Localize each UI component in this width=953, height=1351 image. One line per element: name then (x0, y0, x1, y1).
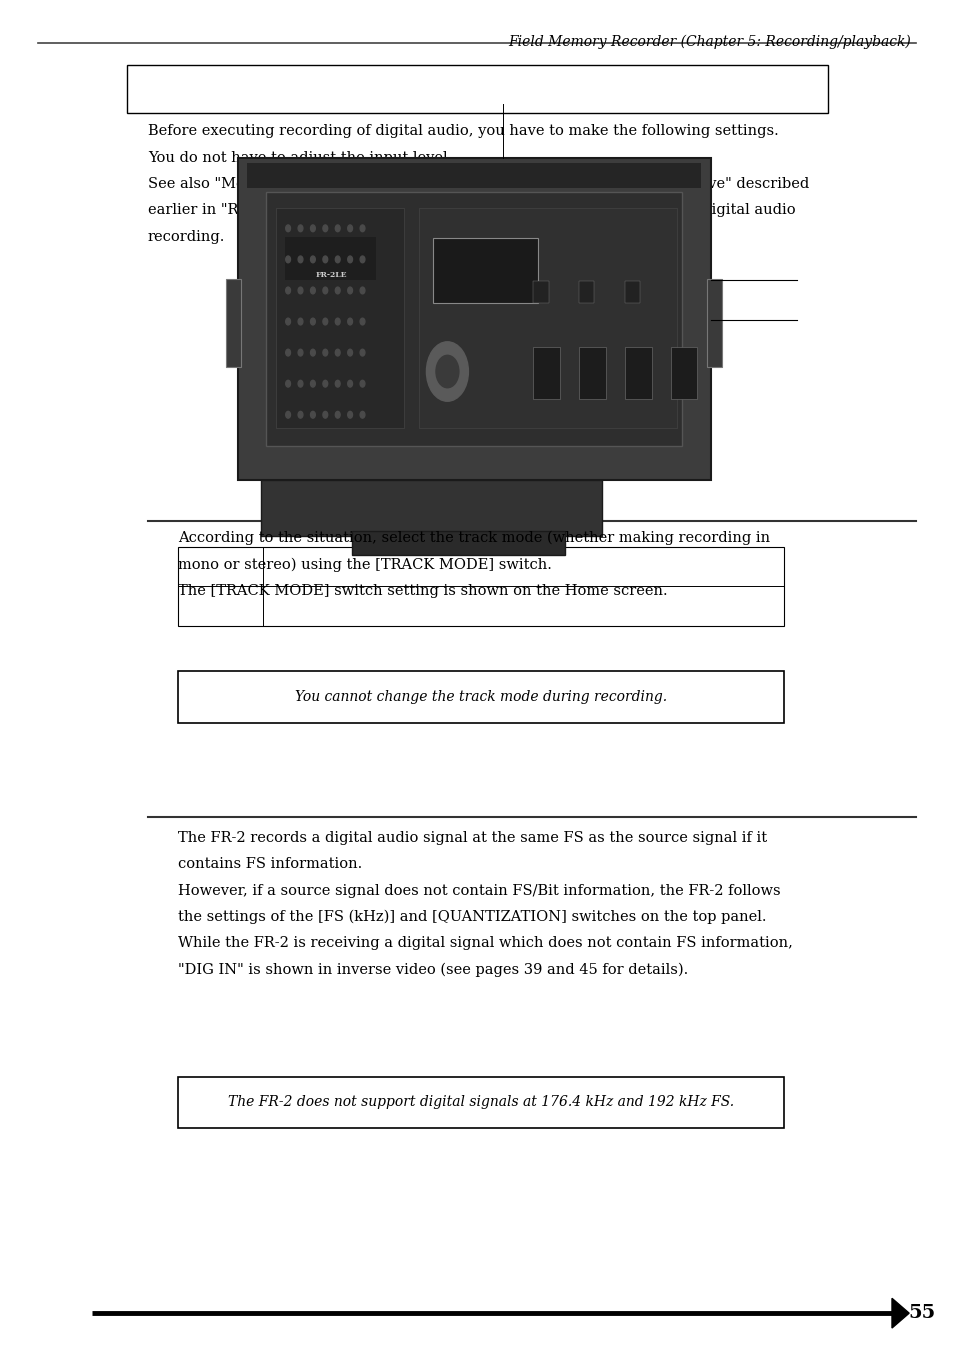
Text: The [TRACK MODE] switch setting is shown on the Home screen.: The [TRACK MODE] switch setting is shown… (178, 584, 667, 597)
Circle shape (335, 255, 339, 262)
Bar (261, 480, 601, 536)
Bar (127, 65, 827, 113)
Circle shape (311, 380, 314, 386)
Circle shape (347, 255, 352, 262)
Circle shape (347, 411, 352, 419)
Text: While the FR-2 is receiving a digital signal which does not contain FS informati: While the FR-2 is receiving a digital si… (178, 936, 793, 950)
Circle shape (322, 319, 327, 326)
Circle shape (286, 349, 290, 355)
Circle shape (286, 286, 290, 295)
Text: contains FS information.: contains FS information. (178, 858, 362, 871)
Circle shape (335, 224, 339, 232)
Circle shape (360, 286, 364, 295)
Bar (706, 280, 721, 367)
Bar (237, 158, 710, 480)
Circle shape (311, 255, 314, 262)
Text: You cannot change the track mode during recording.: You cannot change the track mode during … (294, 690, 667, 704)
Circle shape (311, 224, 314, 232)
Circle shape (297, 255, 303, 262)
Text: earlier in "Recording analog audio". The description can be applied to the digit: earlier in "Recording analog audio". The… (148, 203, 795, 218)
Text: However, if a source signal does not contain FS/Bit information, the FR-2 follow: However, if a source signal does not con… (178, 884, 781, 897)
Circle shape (360, 255, 364, 262)
Text: 55: 55 (907, 1304, 935, 1323)
Bar (533, 347, 559, 399)
Circle shape (360, 411, 364, 419)
Circle shape (297, 349, 303, 355)
Circle shape (311, 286, 314, 295)
Circle shape (360, 319, 364, 326)
Circle shape (436, 355, 458, 388)
Circle shape (360, 349, 364, 355)
Bar (624, 347, 651, 399)
Circle shape (322, 224, 327, 232)
Bar (624, 281, 639, 303)
Text: You do not have to adjust the input level.: You do not have to adjust the input leve… (148, 150, 452, 165)
Text: the settings of the [FS (kHz)] and [QUANTIZATION] switches on the top panel.: the settings of the [FS (kHz)] and [QUAN… (178, 911, 766, 924)
Circle shape (360, 380, 364, 386)
Circle shape (286, 319, 290, 326)
Circle shape (322, 286, 327, 295)
Text: Field Memory Recorder (Chapter 5: Recording/playback): Field Memory Recorder (Chapter 5: Record… (508, 34, 910, 49)
Circle shape (335, 411, 339, 419)
Circle shape (286, 380, 290, 386)
Circle shape (335, 380, 339, 386)
Circle shape (322, 380, 327, 386)
Bar (275, 208, 404, 428)
Circle shape (322, 255, 327, 262)
Text: "DIG IN" is shown in inverse video (see pages 39 and 45 for details).: "DIG IN" is shown in inverse video (see … (178, 962, 688, 977)
Bar (418, 208, 677, 428)
Circle shape (297, 224, 303, 232)
Circle shape (311, 319, 314, 326)
Circle shape (335, 319, 339, 326)
Circle shape (311, 411, 314, 419)
Circle shape (347, 224, 352, 232)
Bar (533, 281, 548, 303)
FancyArrow shape (891, 1298, 908, 1328)
Bar (578, 347, 605, 399)
Circle shape (322, 349, 327, 355)
Circle shape (335, 286, 339, 295)
Circle shape (335, 349, 339, 355)
Bar (285, 236, 375, 280)
Circle shape (297, 380, 303, 386)
Circle shape (347, 286, 352, 295)
Circle shape (297, 319, 303, 326)
Circle shape (286, 255, 290, 262)
Text: The FR-2 records a digital audio signal at the same FS as the source signal if i: The FR-2 records a digital audio signal … (178, 831, 767, 844)
Circle shape (297, 411, 303, 419)
Bar (178, 1077, 783, 1128)
Circle shape (286, 224, 290, 232)
Circle shape (347, 319, 352, 326)
Bar (226, 280, 241, 367)
Text: Before executing recording of digital audio, you have to make the following sett: Before executing recording of digital au… (148, 124, 778, 138)
Circle shape (322, 411, 327, 419)
Text: FR-2LE: FR-2LE (314, 272, 347, 280)
Circle shape (360, 224, 364, 232)
Text: The FR-2 does not support digital signals at 176.4 kHz and 192 kHz FS.: The FR-2 does not support digital signal… (228, 1096, 734, 1109)
Bar (670, 347, 697, 399)
Bar (178, 671, 783, 723)
Bar (578, 281, 594, 303)
Circle shape (426, 342, 468, 401)
Circle shape (297, 286, 303, 295)
Circle shape (347, 349, 352, 355)
Circle shape (347, 380, 352, 386)
Text: mono or stereo) using the [TRACK MODE] switch.: mono or stereo) using the [TRACK MODE] s… (178, 558, 552, 571)
Bar (178, 547, 783, 626)
Text: According to the situation, select the track mode (whether making recording in: According to the situation, select the t… (178, 531, 770, 546)
Bar (352, 531, 564, 555)
Bar (266, 192, 681, 446)
Bar (247, 163, 700, 188)
Text: See also "Monitoring recording signals" and "Recording with PRE REC active" desc: See also "Monitoring recording signals" … (148, 177, 808, 190)
Circle shape (286, 411, 290, 419)
Bar (433, 238, 537, 303)
Text: recording.: recording. (148, 230, 225, 243)
Circle shape (311, 349, 314, 355)
